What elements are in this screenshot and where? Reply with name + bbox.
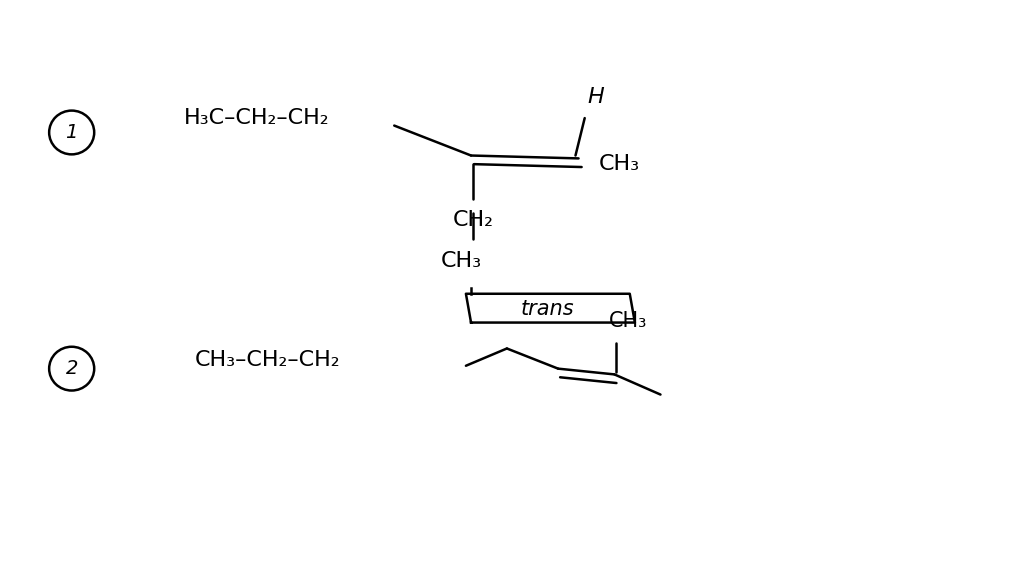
Text: CH₃: CH₃	[440, 251, 481, 271]
Text: CH₃–CH₂–CH₂: CH₃–CH₂–CH₂	[195, 350, 340, 370]
Text: 1: 1	[66, 123, 78, 142]
Text: trans: trans	[521, 299, 574, 319]
Text: CH₂: CH₂	[453, 210, 494, 230]
Text: H₃C–CH₂–CH₂: H₃C–CH₂–CH₂	[184, 108, 330, 128]
Text: CH₃: CH₃	[599, 154, 640, 174]
Text: 2: 2	[66, 359, 78, 378]
Text: CH₃: CH₃	[609, 311, 647, 331]
Text: H: H	[588, 86, 604, 107]
